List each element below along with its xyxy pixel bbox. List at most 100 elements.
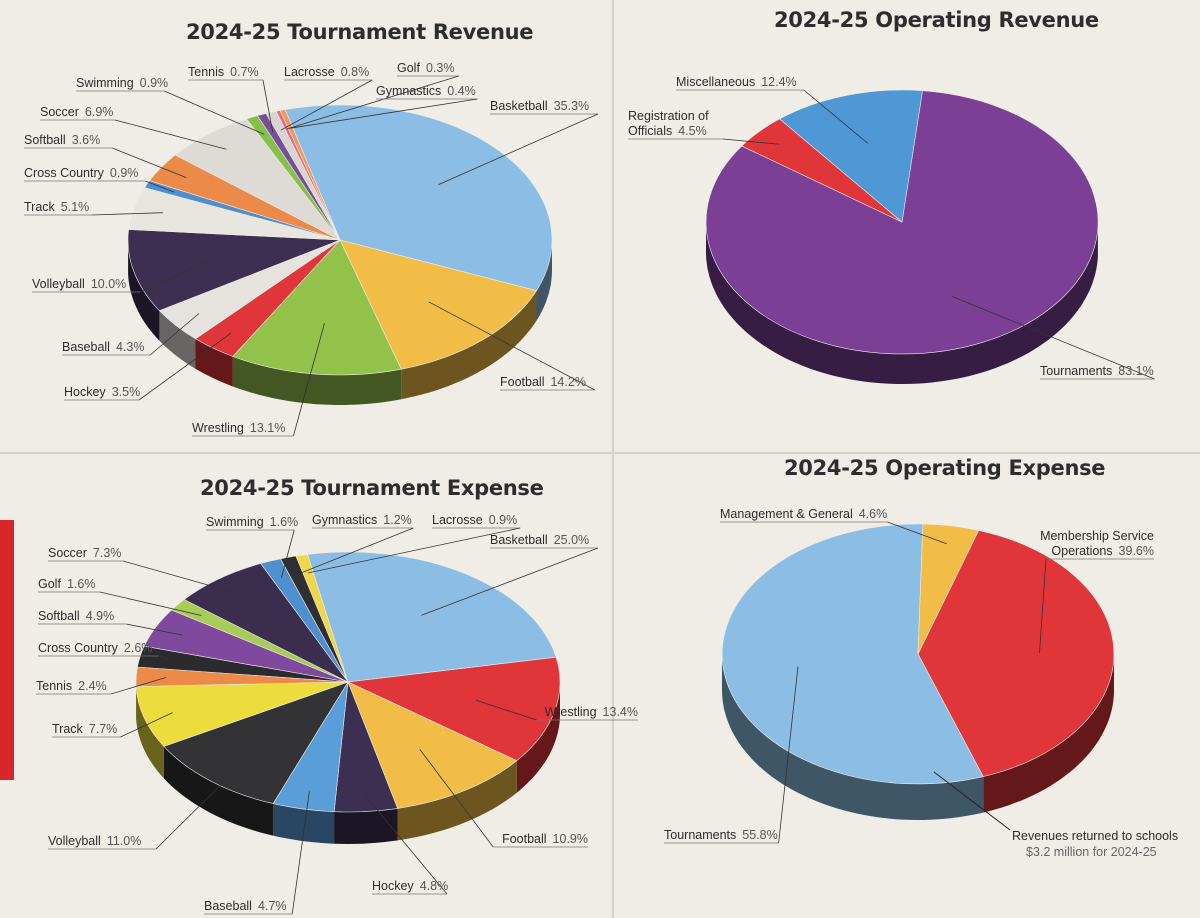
label-pct-wrestling: 13.1% bbox=[250, 421, 285, 435]
horizontal-divider bbox=[0, 452, 1200, 454]
label-text-track: Track bbox=[24, 200, 56, 214]
label-pct-gymnastics: 1.2% bbox=[383, 513, 412, 527]
label-pct-baseball: 4.7% bbox=[258, 899, 287, 913]
label-pct-tournaments: 55.8% bbox=[742, 828, 777, 842]
label-gymnastics: Gymnastics 0.4% bbox=[376, 84, 476, 98]
leader-line-baseball bbox=[149, 313, 200, 356]
label-text-registration-of-officials: Registration of bbox=[628, 109, 709, 123]
label-text-miscellaneous: Miscellaneous bbox=[676, 75, 755, 89]
leader-line-tennis bbox=[262, 79, 274, 133]
label-text-track: Track bbox=[52, 722, 84, 736]
label-pct-swimming: 1.6% bbox=[270, 515, 299, 529]
leader-line-lacrosse bbox=[280, 79, 373, 131]
leader-line-football bbox=[428, 301, 595, 391]
label-text-basketball: Basketball bbox=[490, 99, 548, 113]
pie-slice-miscellaneous bbox=[779, 89, 923, 223]
pie-side-volleyball bbox=[163, 746, 274, 836]
label-pct-cross-country: 2.6% bbox=[124, 641, 153, 655]
pie-slice-wrestling bbox=[232, 239, 402, 376]
label-text-hockey: Hockey bbox=[64, 385, 106, 399]
leader-line-cross-country bbox=[159, 655, 170, 661]
label-text-soccer: Soccer bbox=[40, 105, 79, 119]
leader-line-swimming bbox=[281, 529, 295, 579]
label-tennis: Tennis 2.4% bbox=[36, 679, 107, 693]
label-pct-wrestling: 13.4% bbox=[603, 705, 638, 719]
label-wrestling: Wrestling 13.4% bbox=[545, 705, 638, 719]
leader-line-tournaments bbox=[952, 296, 1155, 380]
pie-side-walls bbox=[136, 682, 560, 844]
label-pct-membership-service-operations: 39.6% bbox=[1119, 544, 1154, 558]
label-text-registration-of-officials: Officials bbox=[628, 124, 672, 138]
label-text-lacrosse: Lacrosse bbox=[432, 513, 483, 527]
operating-expense-title: 2024-25 Operating Expense bbox=[784, 456, 1106, 480]
label-text-management-and-general: Management & General bbox=[720, 507, 853, 521]
leader-line-soccer bbox=[122, 560, 238, 594]
leader-line-basketball bbox=[421, 547, 599, 616]
leader-line-soccer bbox=[114, 119, 227, 150]
label-pct-swimming: 0.9% bbox=[140, 76, 169, 90]
label-gymnastics: Gymnastics 1.2% bbox=[312, 513, 412, 527]
label-text-wrestling: Wrestling bbox=[545, 705, 597, 719]
label-text-cross-country: Cross Country bbox=[24, 166, 105, 180]
label-miscellaneous: Miscellaneous 12.4% bbox=[676, 75, 797, 89]
label-pct-gymnastics: 0.4% bbox=[447, 84, 476, 98]
label-soccer: Soccer 6.9% bbox=[40, 105, 113, 119]
page-edge-accent bbox=[0, 520, 14, 780]
label-registration-of-officials: Registration of Officials 4.5% bbox=[628, 109, 709, 138]
label-text-wrestling: Wrestling bbox=[192, 421, 244, 435]
label-pct-tennis: 2.4% bbox=[78, 679, 107, 693]
label-text-soccer: Soccer bbox=[48, 546, 87, 560]
pie-side-tournaments bbox=[706, 223, 1098, 384]
pie-slices bbox=[705, 89, 1099, 355]
pie-labels: Basketball 25.0% Wrestling 13.4% Football 10.… bbox=[36, 513, 638, 915]
label-soccer: Soccer 7.3% bbox=[48, 546, 121, 560]
operating-revenue-panel: 2024-25 Operating Revenue Tournaments 83.… bbox=[612, 0, 1200, 452]
pie-labels: Tournaments 83.1% Registration of Officials… bbox=[628, 75, 1155, 380]
label-pct-miscellaneous: 12.4% bbox=[761, 75, 796, 89]
leader-line-volleyball bbox=[139, 259, 213, 293]
pie-slice-wrestling bbox=[346, 656, 561, 762]
leader-line-softball bbox=[112, 147, 187, 178]
label-pct-soccer: 6.9% bbox=[85, 105, 114, 119]
label-pct-hockey: 4.8% bbox=[420, 879, 449, 893]
leader-line-miscellaneous bbox=[803, 89, 869, 144]
label-pct-volleyball: 10.0% bbox=[91, 277, 126, 291]
label-cross-country: Cross Country 0.9% bbox=[24, 166, 138, 180]
label-text-lacrosse: Lacrosse bbox=[284, 65, 335, 79]
returned-to-schools-note: Revenues returned to schools $3.2 million… bbox=[933, 771, 1178, 859]
label-pct-cross-country: 0.9% bbox=[110, 166, 139, 180]
label-tournaments: Tournaments 83.1% bbox=[1040, 364, 1154, 378]
label-text-volleyball: Volleyball bbox=[48, 834, 101, 848]
pie-side-hockey bbox=[334, 808, 398, 844]
pie-side-membership-service-operations bbox=[983, 656, 1114, 813]
label-text-basketball: Basketball bbox=[490, 533, 548, 547]
leader-line-volleyball bbox=[155, 743, 263, 850]
tournament-expense-pie: Basketball 25.0% Wrestling 13.4% Football 10.… bbox=[36, 513, 638, 915]
label-tournaments: Tournaments 55.8% bbox=[664, 828, 778, 842]
pie-side-wrestling bbox=[516, 683, 560, 793]
label-text-gymnastics: Gymnastics bbox=[312, 513, 377, 527]
note-leader-line bbox=[933, 771, 1011, 831]
label-pct-soccer: 7.3% bbox=[93, 546, 122, 560]
label-pct-softball: 4.9% bbox=[86, 609, 115, 623]
pie-slice-membership-service-operations bbox=[917, 530, 1115, 777]
leader-line-wrestling bbox=[475, 699, 537, 721]
label-text-tournaments: Tournaments bbox=[1040, 364, 1112, 378]
label-text-football: Football bbox=[500, 375, 544, 389]
pie-slice-soccer bbox=[183, 563, 349, 683]
leader-line-cross-country bbox=[145, 180, 175, 193]
label-track: Track 7.7% bbox=[52, 722, 117, 736]
label-pct-track: 5.1% bbox=[61, 200, 90, 214]
leader-line-tournaments bbox=[778, 666, 799, 844]
vertical-divider bbox=[612, 0, 614, 918]
label-text-football: Football bbox=[502, 832, 546, 846]
label-membership-service-operations: Membership Service Operations 39.6% bbox=[1040, 529, 1154, 558]
pie-slice-lacrosse bbox=[295, 554, 349, 683]
operating-revenue-title: 2024-25 Operating Revenue bbox=[774, 8, 1099, 32]
label-golf: Golf 0.3% bbox=[397, 61, 454, 75]
leader-line-gymnastics bbox=[296, 527, 414, 576]
pie-side-hockey bbox=[195, 338, 233, 387]
pie-slice-football bbox=[347, 681, 518, 809]
leader-line-wrestling bbox=[293, 322, 325, 437]
pie-slices bbox=[127, 104, 553, 376]
